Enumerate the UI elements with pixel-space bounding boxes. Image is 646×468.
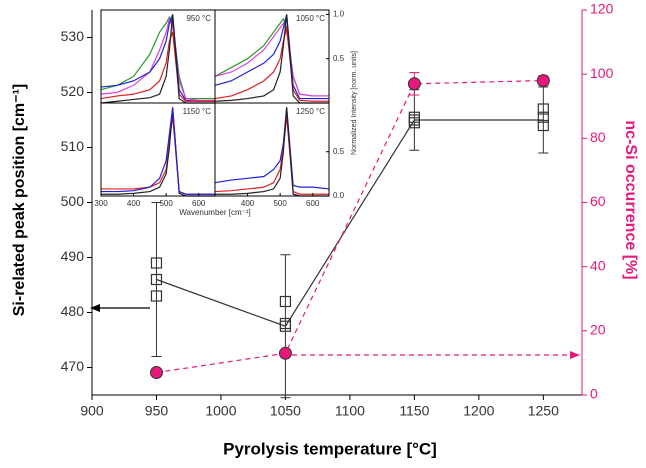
y2-tick-label: 80 [590, 129, 606, 145]
y-tick-label: 490 [61, 248, 85, 264]
y-tick-label: 470 [61, 358, 85, 374]
marker-circle [407, 77, 421, 91]
inset-x-tick-label: 500 [159, 199, 173, 208]
spectrum [214, 27, 329, 102]
inset-x-tick-label: 400 [127, 199, 141, 208]
y-tick-label: 510 [61, 138, 85, 154]
marker-square [150, 273, 163, 286]
y-axis-label: Si-related peak position [cm⁻¹] [11, 84, 28, 316]
x-axis-label: Pyrolysis temperature [°C] [223, 439, 437, 458]
spectrum [101, 107, 215, 195]
arrow-head [90, 304, 100, 312]
marker-square [537, 103, 549, 115]
inset-y-tick-label: 0.5 [333, 147, 345, 156]
spectrum [214, 116, 329, 195]
inset-y-label: Normalized Intensity [norm. units] [351, 51, 358, 155]
y2-tick-label: 40 [590, 257, 606, 273]
inset-x-tick-label: 400 [241, 199, 255, 208]
panel-title: 1250 °C [296, 107, 325, 116]
x-tick-label: 1250 [528, 403, 559, 419]
marker-circle [278, 346, 292, 360]
marker-square [537, 111, 549, 123]
x-tick-label: 900 [80, 403, 104, 419]
series-line [156, 119, 544, 327]
x-tick-label: 1150 [399, 403, 429, 419]
inset-y-tick-label: 0.5 [333, 54, 345, 63]
spectrum [214, 107, 330, 190]
y2-tick-label: 60 [590, 193, 606, 209]
y-tick-label: 480 [61, 303, 85, 319]
spectrum [100, 14, 215, 102]
inset-x-tick-label: 300 [94, 199, 108, 208]
x-tick-label: 1000 [205, 403, 236, 419]
x-tick-label: 1050 [270, 403, 301, 419]
inset-x-tick-label: 600 [192, 199, 206, 208]
y2-tick-label: 120 [590, 1, 614, 17]
marker-square [408, 117, 420, 129]
arrow-head [570, 351, 580, 359]
spectrum [214, 22, 329, 97]
marker-square [537, 119, 549, 132]
y2-axis-label: nc-Si occurrence [%] [622, 120, 639, 279]
inset-x-label: Wavenumber [cm⁻¹] [179, 208, 251, 217]
spectrum [100, 16, 215, 101]
y-tick-label: 500 [61, 193, 85, 209]
marker-square [150, 257, 163, 269]
y2-tick-label: 20 [590, 322, 606, 338]
panel-title: 1050 °C [296, 14, 325, 23]
inset-y-tick-label: 0.0 [333, 191, 345, 200]
panel-title: 1150 °C [183, 107, 212, 116]
marker-circle [149, 366, 163, 380]
series-line [156, 79, 544, 374]
inset-x-tick-label: 600 [306, 199, 320, 208]
x-tick-label: 1200 [463, 403, 494, 419]
panel-title: 950 °C [186, 14, 211, 23]
marker-square [279, 295, 292, 308]
inset-panel [214, 102, 330, 197]
marker-square [279, 320, 292, 332]
marker-square [150, 290, 163, 302]
marker-circle [536, 74, 550, 88]
y2-tick-label: 100 [590, 65, 614, 81]
spectrum [100, 31, 215, 102]
inset-y-tick-label: 1.0 [333, 10, 345, 19]
x-tick-label: 1100 [335, 403, 365, 419]
y-tick-label: 520 [61, 83, 85, 99]
spectrum [214, 14, 329, 100]
y-tick-label: 530 [61, 28, 85, 44]
x-tick-label: 950 [145, 403, 169, 419]
inset-x-tick-label: 500 [273, 199, 287, 208]
y2-tick-label: 0 [590, 386, 598, 402]
